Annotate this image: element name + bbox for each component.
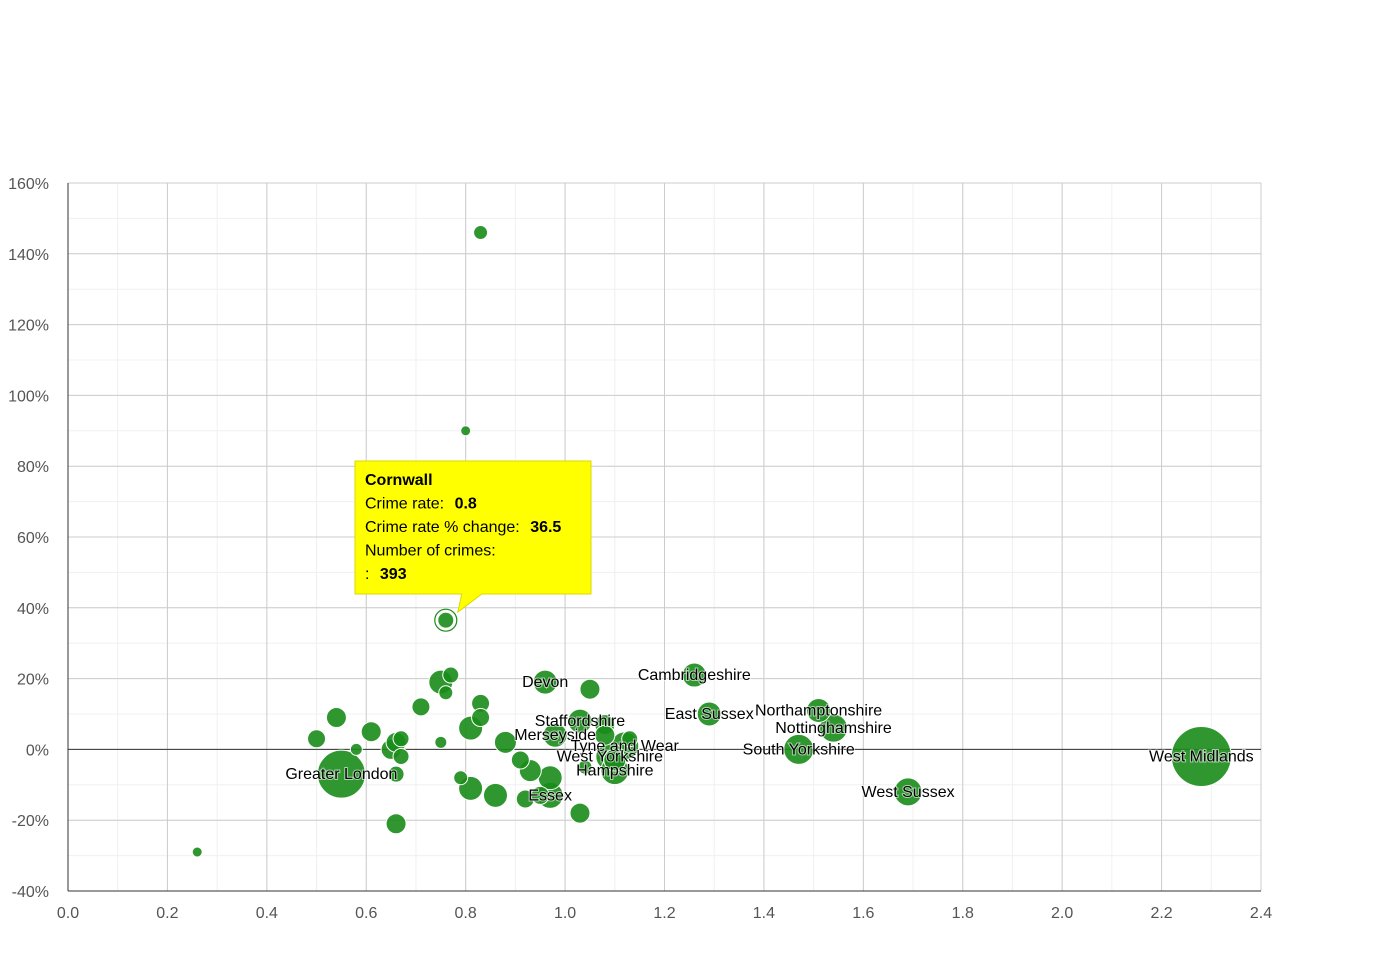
tooltip-title: Cornwall	[365, 472, 433, 489]
data-point	[569, 802, 591, 824]
data-label: Staffordshire	[535, 713, 626, 730]
data-label: West Midlands	[1149, 748, 1254, 765]
data-point	[493, 730, 517, 754]
data-point	[460, 425, 472, 437]
data-point	[349, 742, 363, 756]
tooltip-count-value: 393	[380, 566, 407, 583]
data-point	[696, 701, 722, 727]
x-tick-label: 0.8	[455, 905, 477, 922]
x-tick-label: 1.0	[554, 905, 576, 922]
y-tick-label: -20%	[12, 813, 49, 830]
tooltip-change-value: 36.5	[530, 519, 561, 536]
tooltip-change-label: Crime rate % change:	[365, 519, 520, 536]
x-tick-label: 2.4	[1250, 905, 1272, 922]
data-label: Hampshire	[576, 763, 653, 780]
y-tick-label: 80%	[17, 459, 49, 476]
x-tick-label: 0.2	[156, 905, 178, 922]
axes: 0.0 0.2 0.4 0.6 0.8 1.0 1.2 1.4 1.6 1.8 2.0 2.2 2.4 -…	[8, 176, 1272, 922]
y-tick-label: 160%	[8, 176, 49, 193]
data-point	[579, 678, 601, 700]
tooltip: Cornwall Crime rate: 0.8 Crime rate % ch…	[354, 460, 592, 614]
data-point	[437, 611, 455, 629]
tooltip-box	[354, 460, 592, 614]
y-tick-label: 140%	[8, 247, 49, 264]
data-point	[603, 748, 627, 772]
data-label: Devon	[522, 674, 568, 691]
tooltip-count-label: Number of crimes:	[365, 543, 496, 560]
data-point	[442, 666, 460, 684]
data-point	[510, 750, 530, 770]
data-point	[438, 685, 454, 701]
bubbles	[191, 225, 1232, 858]
highlight-ring	[434, 608, 458, 632]
y-tick-label: 100%	[8, 388, 49, 405]
x-tick-label: 2.2	[1150, 905, 1172, 922]
data-point	[530, 785, 550, 805]
data-label: Nottinghamshire	[775, 720, 892, 737]
x-tick-label: 0.0	[57, 905, 79, 922]
data-point	[360, 721, 382, 743]
data-label: Greater London	[285, 766, 397, 783]
data-label: West Sussex	[862, 784, 955, 801]
data-point	[542, 722, 568, 748]
tooltip-rate-line: Crime rate: 0.8	[365, 496, 477, 513]
data-point	[1170, 725, 1232, 787]
grid-lines	[67, 182, 1262, 892]
x-tick-label: 1.2	[653, 905, 675, 922]
tooltip-rate-value: 0.8	[455, 496, 477, 513]
data-label: Essex	[528, 787, 572, 804]
data-point	[473, 225, 489, 241]
data-point	[434, 735, 448, 749]
tooltip-change-line: Crime rate % change: 36.5	[365, 519, 561, 536]
y-tick-label: -40%	[12, 884, 49, 901]
tooltip-rate-label: Crime rate:	[365, 496, 444, 513]
data-point	[387, 765, 405, 783]
x-tick-label: 1.8	[952, 905, 974, 922]
data-label: Tyne and Wear	[571, 738, 680, 755]
data-point	[392, 730, 410, 748]
data-point	[191, 846, 203, 858]
data-label: East Sussex	[665, 706, 754, 723]
data-point	[385, 813, 407, 835]
tooltip-count-line: : 393	[365, 566, 407, 583]
data-point	[325, 707, 347, 729]
data-point	[594, 724, 616, 746]
x-tick-label: 2.0	[1051, 905, 1073, 922]
data-point	[392, 747, 410, 765]
data-point	[532, 669, 558, 695]
tooltip-count-prefix: :	[365, 566, 369, 583]
data-label: West Yorkshire	[557, 748, 664, 765]
data-point	[411, 697, 431, 717]
y-tick-label: 40%	[17, 601, 49, 618]
data-label: South Yorkshire	[743, 741, 855, 758]
data-label: Merseyside	[514, 727, 596, 744]
bubble-labels: West Midlands Greater London West Sussex So…	[284, 666, 1254, 805]
x-tick-label: 0.4	[256, 905, 278, 922]
data-point	[307, 729, 327, 749]
x-tick-label: 0.6	[355, 905, 377, 922]
data-point	[893, 777, 923, 807]
data-point	[819, 713, 849, 743]
y-tick-label: 60%	[17, 530, 49, 547]
y-tick-label: 0%	[26, 742, 49, 759]
data-point	[482, 782, 508, 808]
data-point	[681, 662, 707, 688]
data-point	[621, 730, 639, 748]
data-label: Northamptonshire	[755, 702, 882, 719]
data-point	[567, 708, 593, 734]
data-point	[471, 708, 491, 728]
data-label: Cambridgeshire	[638, 667, 751, 684]
x-tick-label: 1.4	[753, 905, 775, 922]
data-point	[783, 733, 815, 765]
data-point	[806, 697, 832, 723]
x-tick-label: 1.6	[852, 905, 874, 922]
y-tick-label: 120%	[8, 318, 49, 335]
data-point	[316, 749, 366, 799]
data-point	[453, 770, 469, 786]
y-tick-label: 20%	[17, 672, 49, 689]
data-point	[577, 759, 593, 775]
